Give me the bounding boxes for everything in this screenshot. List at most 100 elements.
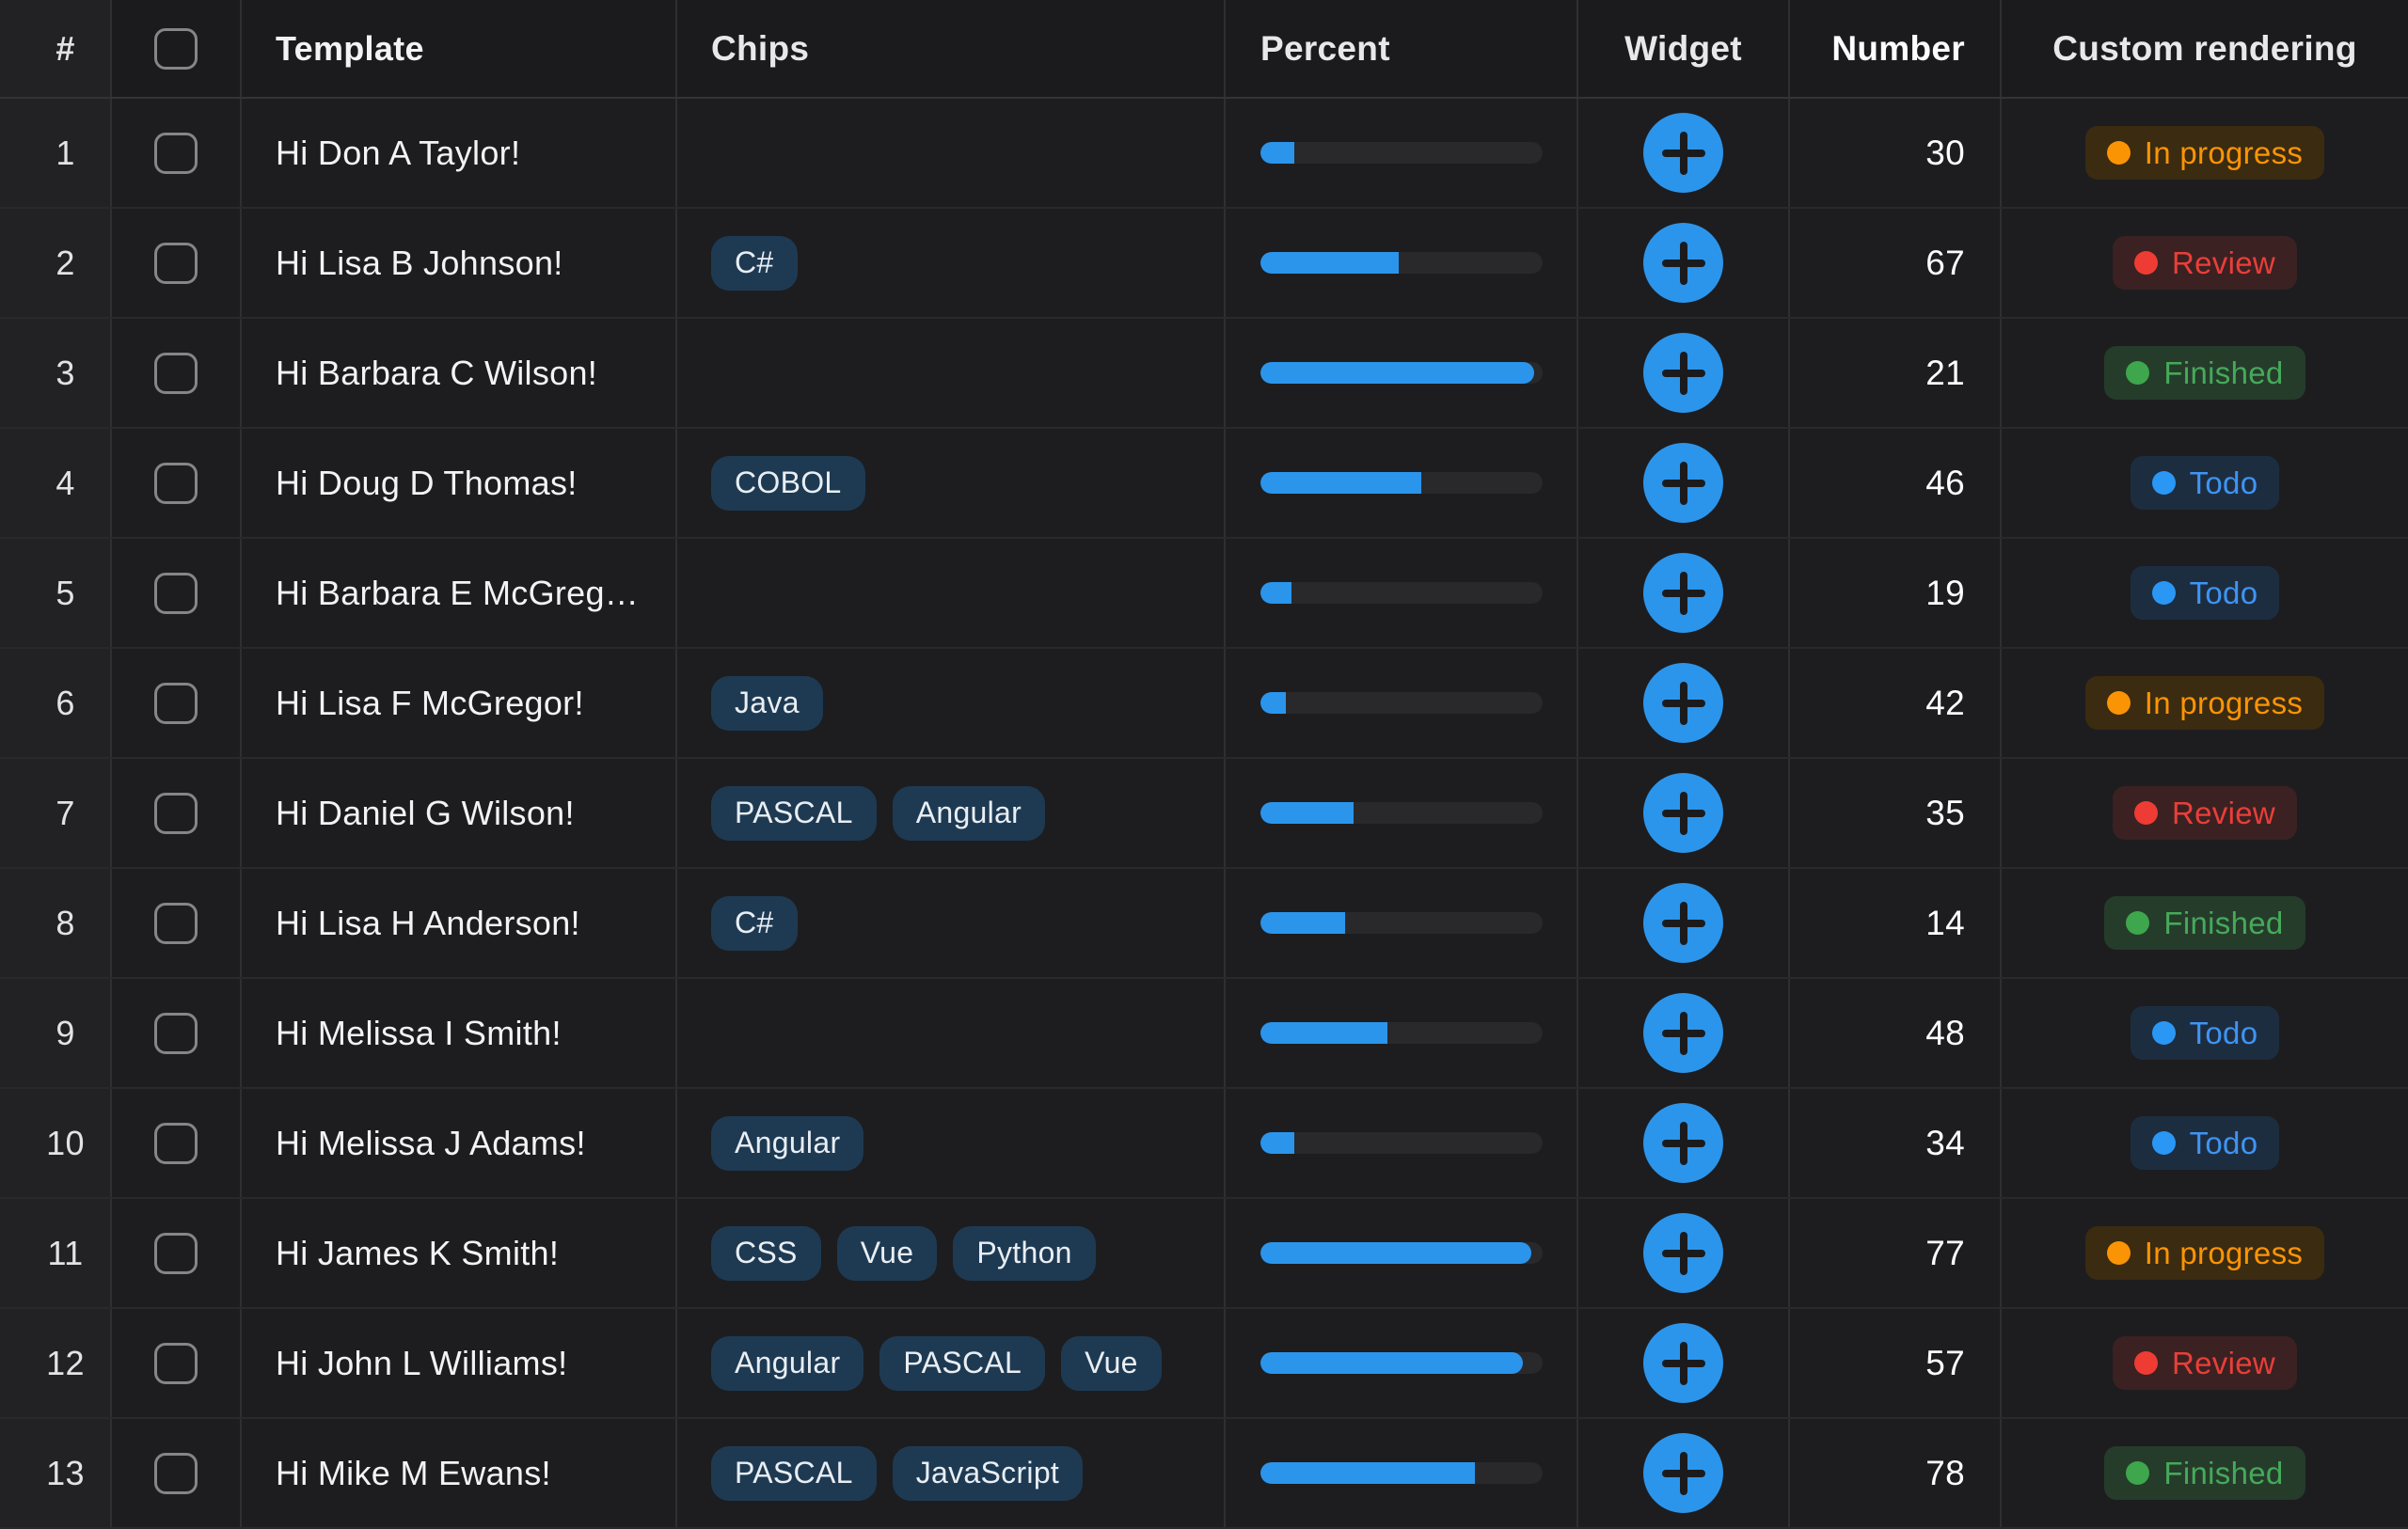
table-row: 3 Hi Barbara C Wilson! 21 Finished <box>0 319 2408 429</box>
progress-bar <box>1260 1462 1543 1484</box>
table-header-row: # Template Chips Percent Widget Number C… <box>0 0 2408 99</box>
progress-bar <box>1260 1022 1543 1044</box>
chip: Angular <box>711 1115 864 1171</box>
progress-bar <box>1260 362 1543 384</box>
row-checkbox[interactable] <box>154 902 198 944</box>
number-value: 48 <box>1925 1013 1965 1052</box>
row-select-cell <box>112 759 242 867</box>
row-index-cell: 9 <box>0 979 112 1087</box>
row-select-cell <box>112 539 242 647</box>
percent-cell <box>1226 649 1578 757</box>
row-checkbox[interactable] <box>154 1232 198 1274</box>
add-widget-button[interactable] <box>1643 1103 1723 1183</box>
row-select-cell <box>112 99 242 207</box>
percent-cell <box>1226 1199 1578 1307</box>
status-dot-icon <box>2133 251 2158 275</box>
number-cell: 48 <box>1790 979 2002 1087</box>
chips-cell <box>677 979 1226 1087</box>
template-cell: Hi Lisa B Johnson! <box>242 209 677 317</box>
template-text: Hi Melissa I Smith! <box>276 1013 562 1052</box>
template-text: Hi James K Smith! <box>276 1233 560 1272</box>
row-checkbox[interactable] <box>154 242 198 284</box>
status-cell: Finished <box>2002 1419 2408 1527</box>
template-text: Hi Barbara C Wilson! <box>276 353 598 392</box>
row-checkbox[interactable] <box>154 462 198 504</box>
chip: Vue <box>1061 1335 1162 1391</box>
status-label: Todo <box>2189 575 2258 610</box>
row-checkbox[interactable] <box>154 352 198 394</box>
percent-cell <box>1226 99 1578 207</box>
add-widget-button[interactable] <box>1643 333 1723 413</box>
number-cell: 21 <box>1790 319 2002 427</box>
add-widget-button[interactable] <box>1643 1433 1723 1513</box>
progress-fill <box>1260 1352 1523 1374</box>
number-value: 34 <box>1925 1123 1965 1162</box>
status-dot-icon <box>2106 691 2131 715</box>
row-checkbox[interactable] <box>154 1122 198 1164</box>
add-widget-button[interactable] <box>1643 773 1723 853</box>
row-checkbox[interactable] <box>154 792 198 834</box>
table-row: 1 Hi Don A Taylor! 30 In progress <box>0 99 2408 209</box>
template-cell: Hi John L Williams! <box>242 1309 677 1417</box>
chips-cell: Angular PASCAL Vue <box>677 1309 1226 1417</box>
number-cell: 19 <box>1790 539 2002 647</box>
add-widget-button[interactable] <box>1643 993 1723 1073</box>
header-template: Template <box>242 0 677 97</box>
row-select-cell <box>112 1199 242 1307</box>
chip: PASCAL <box>711 1445 877 1501</box>
add-widget-button[interactable] <box>1643 223 1723 303</box>
row-checkbox[interactable] <box>154 572 198 614</box>
row-index: 4 <box>55 463 75 502</box>
status-badge: Finished <box>2104 346 2305 400</box>
row-index-cell: 2 <box>0 209 112 317</box>
progress-fill <box>1260 1022 1387 1044</box>
row-checkbox[interactable] <box>154 132 198 174</box>
row-checkbox[interactable] <box>154 682 198 724</box>
table-row: 7 Hi Daniel G Wilson! PASCAL Angular 35 R… <box>0 759 2408 869</box>
percent-cell <box>1226 209 1578 317</box>
header-custom-rendering-label: Custom rendering <box>2052 28 2357 68</box>
status-badge: Review <box>2112 786 2297 840</box>
row-index: 8 <box>55 903 75 942</box>
add-widget-button[interactable] <box>1643 443 1723 523</box>
header-select <box>112 0 242 97</box>
add-widget-button[interactable] <box>1643 663 1723 743</box>
progress-bar <box>1260 1242 1543 1264</box>
chip: C# <box>711 235 798 291</box>
widget-cell <box>1578 429 1790 537</box>
status-cell: Finished <box>2002 319 2408 427</box>
number-cell: 42 <box>1790 649 2002 757</box>
header-custom-rendering: Custom rendering <box>2002 0 2408 97</box>
status-dot-icon <box>2126 361 2150 385</box>
row-checkbox[interactable] <box>154 1012 198 1054</box>
chips-cell: CSS Vue Python <box>677 1199 1226 1307</box>
template-cell: Hi Doug D Thomas! <box>242 429 677 537</box>
number-value: 19 <box>1925 573 1965 612</box>
row-checkbox[interactable] <box>154 1342 198 1384</box>
row-checkbox[interactable] <box>154 1452 198 1494</box>
status-badge: Review <box>2112 1336 2297 1390</box>
header-percent-label: Percent <box>1260 28 1390 68</box>
add-widget-button[interactable] <box>1643 553 1723 633</box>
widget-cell <box>1578 319 1790 427</box>
number-value: 14 <box>1925 903 1965 942</box>
row-index: 10 <box>46 1123 85 1162</box>
widget-cell <box>1578 759 1790 867</box>
status-cell: Review <box>2002 1309 2408 1417</box>
status-dot-icon <box>2106 1241 2131 1265</box>
status-label: Finished <box>2163 355 2284 390</box>
add-widget-button[interactable] <box>1643 883 1723 963</box>
template-cell: Hi Daniel G Wilson! <box>242 759 677 867</box>
template-text: Hi Melissa J Adams! <box>276 1123 586 1162</box>
add-widget-button[interactable] <box>1643 1323 1723 1403</box>
add-widget-button[interactable] <box>1643 113 1723 193</box>
row-index: 13 <box>46 1453 85 1492</box>
percent-cell <box>1226 1089 1578 1197</box>
add-widget-button[interactable] <box>1643 1213 1723 1293</box>
status-label: In progress <box>2144 1235 2304 1270</box>
template-text: Hi Lisa B Johnson! <box>276 243 563 282</box>
status-dot-icon <box>2106 141 2131 165</box>
template-cell: Hi Melissa J Adams! <box>242 1089 677 1197</box>
select-all-checkbox[interactable] <box>154 27 198 70</box>
